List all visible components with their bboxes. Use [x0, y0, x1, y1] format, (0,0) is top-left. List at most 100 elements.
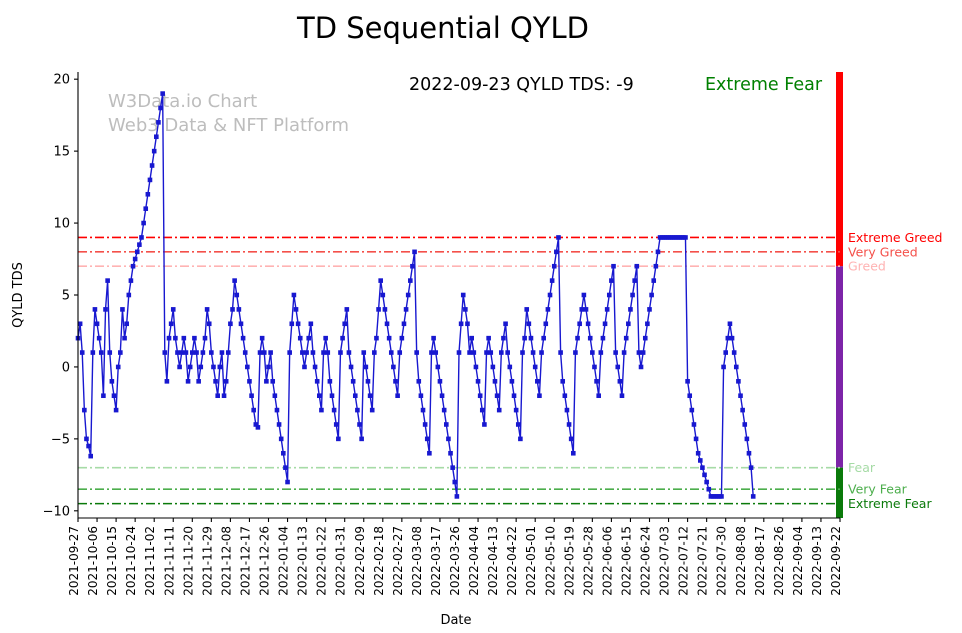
series-point: [291, 292, 297, 298]
series-point: [689, 407, 695, 413]
series-point: [725, 335, 731, 341]
series-point: [170, 307, 176, 312]
series-point: [630, 292, 635, 298]
series-point: [638, 364, 644, 370]
series-point: [113, 407, 119, 413]
series-point: [444, 422, 449, 427]
series-point: [217, 364, 223, 370]
series-point: [410, 263, 415, 269]
series-point: [422, 422, 428, 427]
series-point: [740, 407, 745, 413]
series-point: [420, 407, 426, 413]
series-point: [460, 292, 466, 298]
series-point: [469, 335, 474, 341]
series-point: [634, 263, 640, 269]
series-polyline: [77, 93, 754, 498]
series-point: [615, 364, 621, 370]
series-point: [306, 335, 312, 341]
series-point: [355, 407, 360, 413]
series-point: [242, 350, 248, 355]
series-point: [285, 479, 290, 485]
series-point: [524, 307, 530, 312]
series-point: [327, 379, 333, 384]
series-point: [473, 364, 479, 370]
series-point: [105, 278, 110, 283]
series-point: [621, 350, 627, 355]
series-point: [367, 393, 373, 399]
series-point: [494, 393, 500, 399]
series-point: [393, 379, 398, 384]
series-point: [503, 321, 508, 327]
series-point: [365, 379, 371, 384]
series-point: [528, 335, 534, 341]
x-tick-label: 2021-10-15: [105, 526, 119, 596]
series-point: [120, 307, 125, 312]
series-point: [541, 335, 546, 341]
series-point: [429, 350, 434, 355]
series-point: [518, 436, 523, 442]
x-tick-label: 2022-05-10: [543, 526, 557, 596]
x-tick-label: 2022-07-30: [715, 526, 729, 596]
x-tick-label: 2022-08-17: [753, 526, 767, 596]
series-point: [166, 335, 172, 341]
series-point: [312, 364, 318, 370]
series-point: [564, 407, 570, 413]
x-tick-label: 2022-02-27: [391, 526, 405, 596]
series-point: [405, 292, 411, 298]
series-point: [388, 350, 394, 355]
series-point: [484, 350, 489, 355]
series-point: [130, 263, 136, 269]
series-point: [554, 249, 559, 255]
y-tick-label: 15: [53, 145, 70, 160]
series-point: [175, 350, 180, 355]
series-point: [748, 465, 754, 470]
series-point: [319, 407, 324, 413]
series-point: [154, 134, 159, 140]
series-point: [606, 292, 612, 298]
series-point: [577, 321, 582, 327]
series-point: [479, 407, 485, 413]
series-point: [467, 350, 472, 355]
x-tick-label: 2021-12-08: [219, 526, 233, 596]
x-tick-label: 2022-05-19: [562, 526, 576, 596]
series-point: [323, 335, 328, 341]
series-point: [571, 450, 576, 456]
series-point: [477, 393, 483, 399]
series-point: [723, 350, 728, 355]
series-point: [321, 350, 326, 355]
x-tick-label: 2022-03-17: [429, 526, 443, 596]
series-point: [156, 120, 161, 125]
y-tick-label: −5: [51, 432, 70, 447]
series-point: [526, 321, 532, 327]
series-point: [128, 278, 134, 283]
series-point: [594, 379, 599, 384]
series-point: [98, 350, 104, 355]
series-point: [721, 364, 726, 370]
series-point: [211, 364, 216, 370]
series-point: [488, 350, 494, 355]
series-point: [228, 321, 233, 327]
series-point: [139, 235, 144, 240]
series-point: [613, 350, 618, 355]
series-point: [342, 321, 347, 327]
series-point: [590, 350, 595, 355]
series-point: [122, 335, 127, 341]
series-point: [336, 436, 341, 442]
series-point: [437, 379, 443, 384]
series-point: [162, 350, 168, 355]
x-tick-label: 2022-04-04: [467, 526, 481, 596]
series-point: [111, 393, 117, 399]
series-point: [333, 422, 339, 427]
series-point: [475, 379, 481, 384]
series-point: [573, 350, 578, 355]
series-point: [562, 393, 568, 399]
x-tick-label: 2022-05-01: [524, 526, 538, 596]
series-point: [471, 350, 477, 355]
series-point: [278, 436, 284, 442]
y-axis: 20 15 10 5 0 −5 −10: [43, 73, 78, 519]
series-point: [456, 350, 462, 355]
series-point: [79, 350, 85, 355]
series-point: [547, 292, 553, 298]
series-point: [560, 379, 566, 384]
